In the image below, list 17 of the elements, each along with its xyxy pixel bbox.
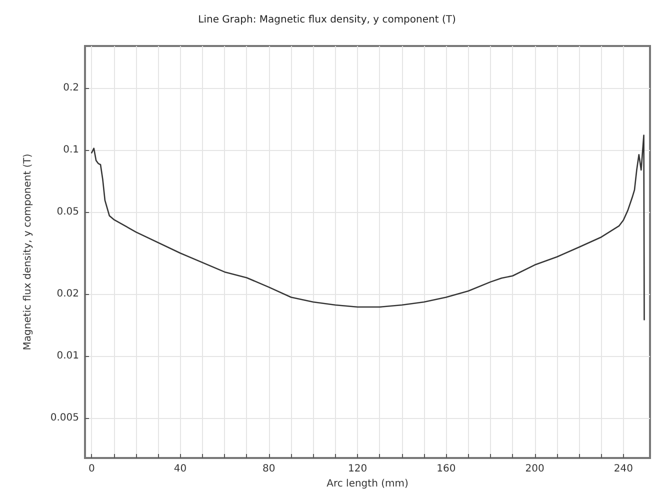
x-tick-label: 200 (525, 464, 544, 474)
y-tick-label: 0.01 (56, 350, 79, 362)
y-tick-label: 0.02 (56, 288, 79, 300)
x-tick-label: 40 (174, 464, 187, 474)
x-tick-label: 240 (614, 464, 633, 474)
x-tick-label: 0 (88, 464, 95, 474)
line-series (90, 134, 645, 320)
y-tick-label: 0.05 (56, 206, 79, 218)
y-tick-label: 0.2 (63, 82, 79, 94)
y-axis-title: Magnetic flux density, y component (T) (22, 154, 34, 350)
x-tick-label: 80 (262, 464, 276, 474)
chart-title: Line Graph: Magnetic flux density, y component (T) (198, 14, 456, 26)
y-tick-label: 0.1 (63, 144, 79, 156)
x-axis-title: Arc length (mm) (326, 478, 408, 490)
x-tick-label: 120 (348, 464, 368, 474)
x-tick-label: 160 (436, 464, 456, 474)
y-tick-label: 0.005 (50, 412, 79, 424)
